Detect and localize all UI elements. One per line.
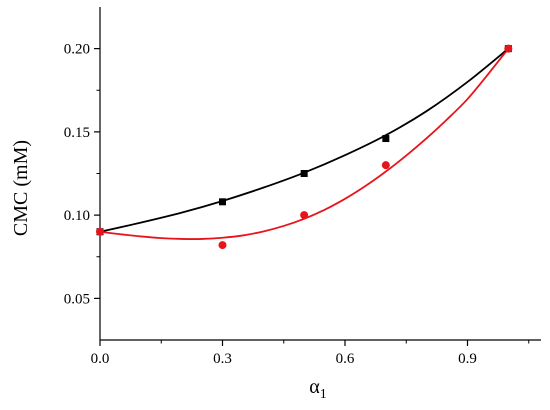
x-tick-label: 0.0: [91, 351, 110, 367]
y-tick-label: 0.15: [64, 125, 90, 141]
x-tick-label: 0.3: [213, 351, 232, 367]
x-axis-title: α1: [309, 376, 326, 402]
series-2-point: [300, 211, 309, 220]
axes: [94, 7, 541, 346]
series-2-point: [381, 161, 390, 170]
series-2-point: [96, 227, 104, 236]
y-tick-label: 0.20: [64, 42, 90, 58]
x-axis-title-subscript: 1: [320, 387, 327, 402]
x-axis-title-symbol: α: [309, 376, 320, 398]
curves: [99, 47, 510, 240]
series-2-point: [504, 44, 513, 53]
series-1-point: [382, 135, 390, 143]
data-points: [96, 44, 513, 250]
series-1-point: [219, 198, 226, 206]
y-tick-label: 0.05: [64, 291, 90, 307]
y-tick-label: 0.10: [64, 208, 90, 224]
series-2-fit-curve: [99, 48, 510, 240]
tick-labels: 0.0 0.3 0.6 0.9 0.05 0.10 0.15 0.20: [64, 42, 477, 367]
x-tick-label: 0.6: [336, 351, 355, 367]
series-1-fit-curve: [99, 47, 509, 233]
x-tick-label: 0.9: [458, 351, 477, 367]
series-2-point: [218, 241, 227, 250]
y-axis-title: CMC (mM): [10, 140, 32, 236]
series-1-point: [300, 170, 308, 177]
